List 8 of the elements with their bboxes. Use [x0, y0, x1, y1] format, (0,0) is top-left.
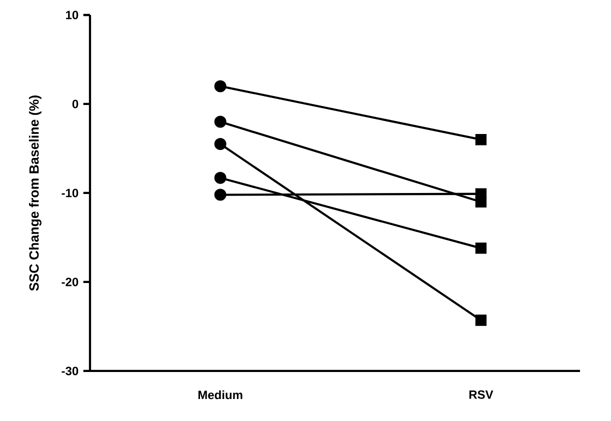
y-tick-label: -20 — [62, 278, 78, 286]
y-tick-label: -30 — [62, 366, 78, 376]
x-tick-label: RSV — [469, 390, 494, 399]
y-tick-label: -10 — [62, 188, 78, 198]
y-tick-label: 10 — [66, 10, 78, 20]
x-tick-label: Medium — [198, 390, 242, 400]
y-tick-label: 0 — [72, 100, 78, 108]
y-axis-title: SSC Change from Baseline (%) — [28, 96, 42, 291]
